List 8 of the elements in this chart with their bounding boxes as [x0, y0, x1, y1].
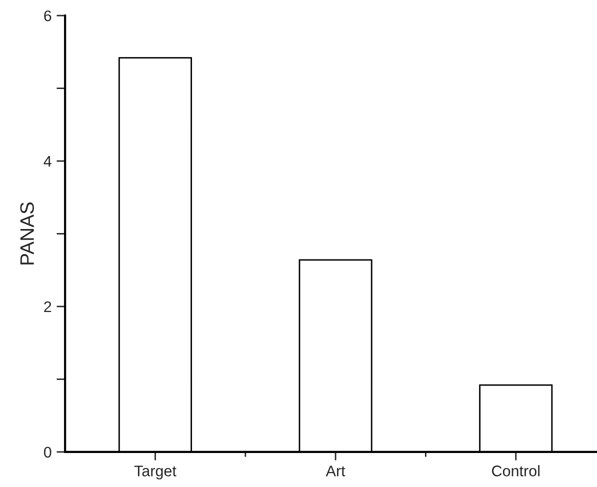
x-tick-label: Art	[326, 466, 346, 476]
x-tick-label: Target	[134, 466, 176, 480]
y-axis-title: PANAS	[20, 202, 34, 264]
y-tick-label: 0	[44, 446, 52, 458]
y-tick-label: 4	[44, 156, 52, 167]
x-tick-label: Control	[492, 465, 540, 476]
y-tick-label: 6	[44, 10, 52, 22]
y-tick-label: 2	[44, 301, 52, 312]
